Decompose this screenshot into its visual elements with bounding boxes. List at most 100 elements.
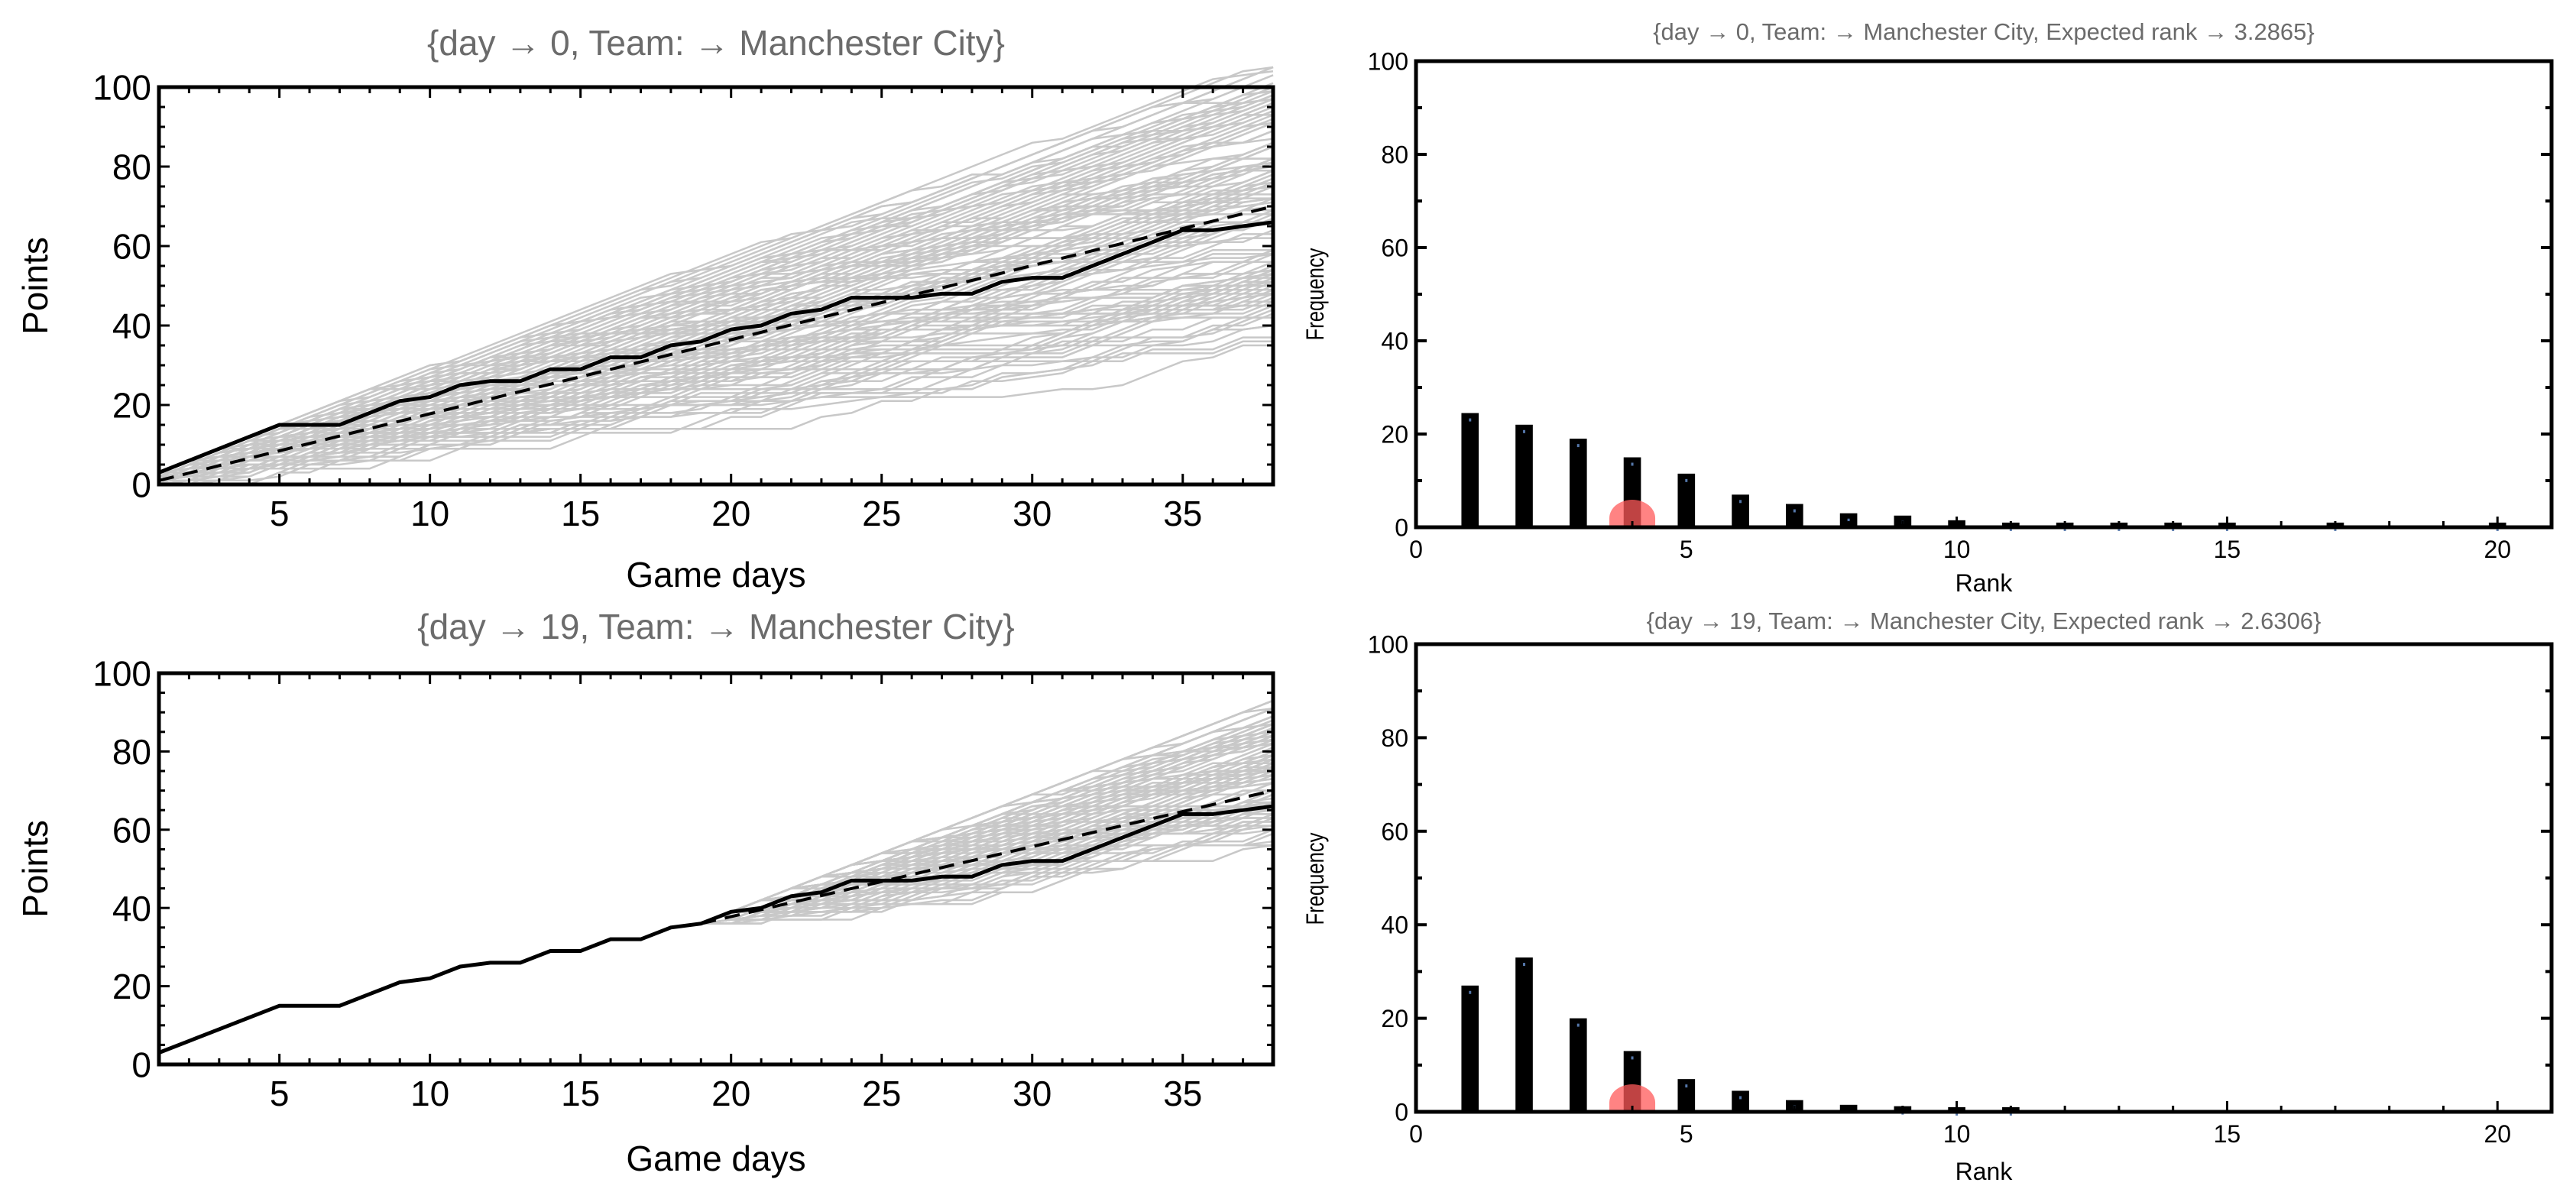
plot-area xyxy=(1416,689,2552,1116)
y-tick-label: 60 xyxy=(1381,235,1408,262)
simulation-line xyxy=(700,734,1274,925)
chart-title: {day → 0, Team: → Manchester City} xyxy=(427,23,1005,63)
histogram-bar xyxy=(1569,439,1587,527)
x-tick-label: 5 xyxy=(1680,1120,1693,1148)
bar-center-mark xyxy=(1739,1096,1742,1100)
plot-area xyxy=(158,66,1275,486)
histogram-bar xyxy=(1515,957,1533,1112)
y-tick-label: 100 xyxy=(92,68,151,108)
x-tick-label: 15 xyxy=(561,494,600,533)
simulation-line xyxy=(158,110,1274,481)
y-tick-label: 80 xyxy=(1381,724,1408,752)
y-tick-label: 20 xyxy=(112,967,151,1006)
actual-points-line xyxy=(158,804,1274,1055)
histogram-bar xyxy=(1786,504,1803,527)
x-axis-label: Rank xyxy=(1955,569,2014,597)
actual-points-line xyxy=(158,220,1274,475)
simulation-line xyxy=(158,66,1274,478)
simulation-line xyxy=(700,754,1274,925)
bar-center-mark xyxy=(2225,527,2228,531)
y-tick-label: 0 xyxy=(1395,1099,1408,1126)
simulation-line xyxy=(700,734,1274,925)
y-tick-label: 100 xyxy=(92,654,151,694)
x-axis-label: Rank xyxy=(1955,1158,2014,1185)
x-tick-label: 5 xyxy=(1680,536,1693,563)
bar-center-mark xyxy=(2496,527,2499,531)
y-tick-label: 0 xyxy=(131,465,151,505)
plot-area xyxy=(158,673,1275,1064)
rank-histogram-day-0: {day → 0, Team: → Manchester City, Expec… xyxy=(1302,18,2554,597)
x-tick-label: 15 xyxy=(2214,1120,2241,1148)
x-tick-label: 5 xyxy=(270,1074,290,1113)
x-axis-label: Game days xyxy=(626,555,805,594)
points-chart-day-19: {day → 19, Team: → Manchester City} Game… xyxy=(15,607,1275,1178)
simulation-line xyxy=(158,121,1274,478)
histogram-bar xyxy=(1732,1090,1749,1112)
simulation-line xyxy=(159,293,1274,482)
bar-center-mark xyxy=(2009,527,2012,531)
bar-center-mark xyxy=(1631,1056,1634,1060)
simulation-line xyxy=(700,699,1274,925)
bar-center-mark xyxy=(2172,527,2175,531)
bar-center-mark xyxy=(1739,500,1742,504)
bar-center-mark xyxy=(1523,963,1526,967)
bar-center-mark xyxy=(1631,462,1634,466)
y-axis-label: Points xyxy=(15,237,55,335)
actual-rank-marker xyxy=(1609,1084,1656,1112)
rank-histogram-day-19: {day → 19, Team: → Manchester City, Expe… xyxy=(1302,607,2554,1185)
x-tick-label: 35 xyxy=(1163,494,1202,533)
simulation-line xyxy=(159,264,1274,486)
bar-center-mark xyxy=(1469,990,1472,994)
chart-title: {day → 19, Team: → Manchester City} xyxy=(417,607,1015,646)
x-tick-label: 15 xyxy=(2214,536,2241,563)
x-tick-label: 20 xyxy=(2484,536,2511,563)
actual-rank-marker xyxy=(1609,500,1656,527)
x-tick-label: 20 xyxy=(711,494,750,533)
histogram-bar xyxy=(1732,494,1749,527)
plot-frame xyxy=(1414,642,2554,1114)
x-tick-label: 5 xyxy=(270,494,290,533)
y-tick-label: 60 xyxy=(1381,818,1408,845)
x-tick-label: 25 xyxy=(862,494,901,533)
y-tick-label: 20 xyxy=(1381,1005,1408,1032)
y-tick-label: 20 xyxy=(1381,421,1408,449)
y-tick-label: 100 xyxy=(1368,631,1408,659)
simulation-line xyxy=(158,340,1273,486)
histogram-bar xyxy=(1461,413,1479,527)
bar-center-mark xyxy=(2063,527,2066,531)
y-tick-label: 40 xyxy=(112,889,151,928)
bar-center-mark xyxy=(1523,429,1526,433)
simulation-line xyxy=(158,94,1274,474)
simulation-line xyxy=(700,734,1274,925)
y-tick-label: 60 xyxy=(112,810,151,850)
expected-points-line xyxy=(158,205,1274,482)
bar-center-mark xyxy=(1469,418,1472,422)
plot-frame xyxy=(157,85,1275,487)
x-tick-label: 10 xyxy=(410,1074,449,1113)
y-tick-label: 0 xyxy=(1395,514,1408,542)
y-tick-label: 80 xyxy=(112,732,151,772)
y-tick-label: 100 xyxy=(1368,48,1408,76)
chart-title: {day → 19, Team: → Manchester City, Expe… xyxy=(1647,607,2322,634)
chart-title: {day → 0, Team: → Manchester City, Expec… xyxy=(1653,18,2315,45)
histogram-bar xyxy=(1569,1018,1587,1112)
bar-center-mark xyxy=(1685,478,1688,482)
plot-frame xyxy=(157,671,1275,1067)
bar-center-mark xyxy=(1685,1084,1688,1088)
y-tick-label: 60 xyxy=(112,227,151,267)
plot-frame xyxy=(1414,59,2554,530)
x-tick-label: 10 xyxy=(1943,536,1971,563)
x-tick-label: 15 xyxy=(561,1074,600,1113)
y-tick-label: 40 xyxy=(1381,328,1408,355)
simulation-line xyxy=(700,734,1274,925)
x-tick-label: 0 xyxy=(1409,536,1423,563)
simulation-line xyxy=(158,145,1274,478)
histogram-bar xyxy=(1677,1079,1696,1112)
bar-center-mark xyxy=(1847,518,1850,522)
x-tick-label: 25 xyxy=(862,1074,901,1113)
bar-center-mark xyxy=(2334,527,2337,531)
simulation-line xyxy=(158,70,1274,474)
simulation-line xyxy=(701,773,1274,925)
x-tick-label: 35 xyxy=(1163,1074,1202,1113)
bar-center-mark xyxy=(1793,509,1796,513)
